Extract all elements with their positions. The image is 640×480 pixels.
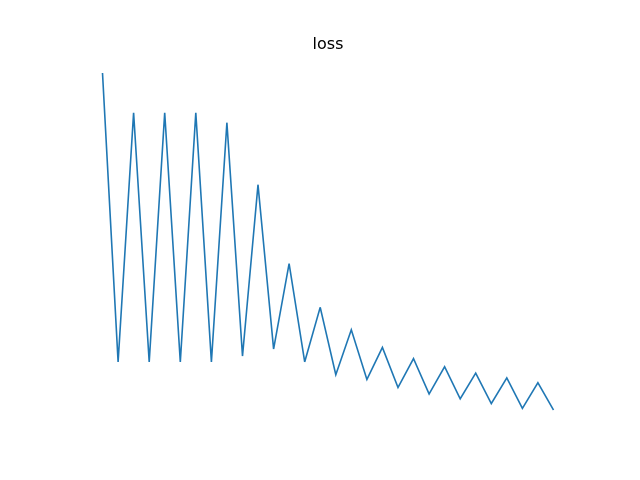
plot-area bbox=[101, 72, 555, 411]
loss-series-line bbox=[101, 72, 555, 411]
chart-title: loss bbox=[313, 34, 344, 53]
